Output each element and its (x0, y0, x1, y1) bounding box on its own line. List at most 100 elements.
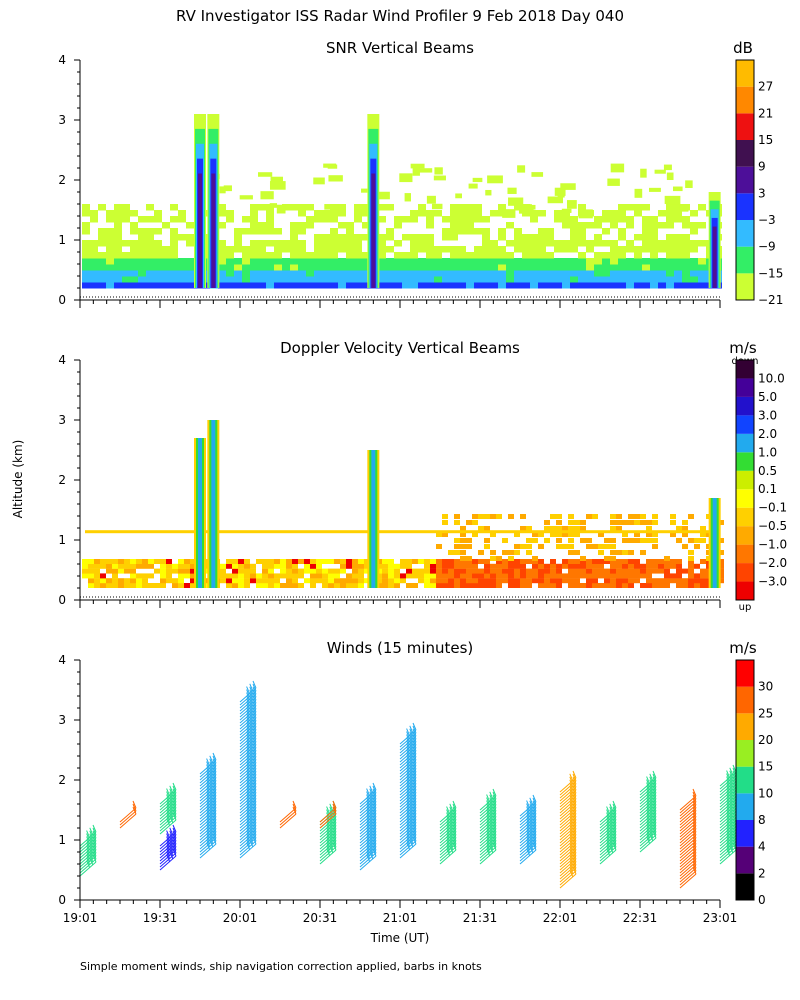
doppler-cell (460, 544, 466, 549)
wind-barb (239, 747, 257, 763)
wind-barb-feather (652, 818, 657, 827)
wind-barb (519, 813, 537, 829)
doppler-cell (88, 559, 94, 564)
doppler-cell (250, 573, 256, 579)
snr-cell (458, 264, 466, 271)
wind-barb (239, 822, 257, 838)
snr-heatmap (82, 114, 722, 289)
wind-barb-feather (449, 845, 454, 853)
snr-cell (378, 234, 386, 241)
snr-cell (362, 204, 370, 211)
doppler-cell (88, 573, 94, 579)
snr-cell (346, 258, 354, 265)
wind-barb (679, 804, 697, 820)
snr-cell (410, 276, 418, 283)
doppler-cell (418, 573, 424, 579)
y-tick-label: 4 (58, 353, 66, 367)
wind-barb-feather (569, 821, 574, 829)
wind-barb-feather (409, 779, 414, 787)
wind-barb (559, 798, 577, 814)
wind-barb (239, 801, 257, 817)
snr-cell (426, 276, 434, 283)
wind-barb-feather (169, 785, 174, 793)
wind-barb-feather (246, 782, 251, 790)
wind-barb-feather (369, 830, 374, 838)
wind-barb-feather (409, 728, 414, 736)
doppler-cell (610, 559, 616, 564)
snr-cell (242, 276, 250, 283)
doppler-cell (508, 573, 514, 579)
doppler-cell (118, 578, 124, 584)
snr-cell (338, 258, 346, 265)
doppler-cell (388, 563, 394, 569)
wind-barb-feather (209, 782, 214, 790)
snr-cell (610, 270, 618, 277)
wind-barb-feather (449, 809, 454, 817)
wind-barb-feather (486, 806, 491, 814)
wind-barb-feather (372, 803, 377, 812)
wind-barb (519, 843, 537, 859)
wind-barb-feather (409, 737, 414, 745)
snr-cell (378, 246, 386, 253)
snr-cell (162, 276, 170, 283)
wind-barb-feather (449, 815, 454, 823)
snr-cell (602, 258, 610, 265)
wind-barb-feather (326, 812, 331, 820)
doppler-cell (454, 538, 460, 543)
snr-cell (538, 228, 546, 235)
doppler-cell (274, 563, 280, 569)
wind-barb-feather (252, 791, 257, 800)
wind-barb-feather (169, 809, 174, 817)
snr-cell (322, 216, 330, 223)
snr-cell (250, 258, 258, 265)
wind-barb-feather (252, 836, 257, 845)
doppler-cell (238, 573, 244, 579)
doppler-cell (172, 578, 178, 584)
wind-barb-feather (692, 863, 697, 872)
wind-barb-feather (369, 815, 374, 823)
wind-barb-feather (526, 821, 531, 829)
snr-cell (138, 234, 146, 241)
wind-barb-feather (446, 824, 451, 832)
wind-barb-feather (652, 797, 657, 806)
snr-cell (306, 204, 314, 211)
wind-barb (719, 846, 737, 862)
doppler-cell (352, 559, 358, 564)
colorbar-label: 0 (758, 893, 766, 907)
colorbar-frame (735, 59, 755, 301)
wind-barb-feather (89, 848, 94, 856)
wind-barb-feather (692, 812, 697, 821)
wind-barb-feather (409, 836, 414, 844)
snr-cell (290, 252, 298, 259)
doppler-cell (550, 526, 556, 531)
doppler-cell (262, 563, 268, 569)
wind-barb-feather (329, 815, 334, 823)
wind-barb-feather (486, 797, 491, 805)
doppler-cell (484, 526, 490, 531)
doppler-cell (568, 559, 574, 564)
snr-cell (354, 240, 362, 247)
doppler-cell (322, 573, 328, 579)
wind-barb-feather (89, 842, 94, 850)
y-tick-label: 3 (58, 413, 66, 427)
snr-cell (290, 222, 298, 229)
wind-barb-feather (246, 689, 251, 697)
snr-cell (298, 264, 306, 271)
wind-barb-feather (249, 764, 254, 772)
wind-barb (399, 798, 417, 814)
wind-barb (359, 822, 377, 838)
doppler-cell (340, 568, 346, 574)
wind-barb-feather (569, 803, 574, 811)
snr-cell (490, 270, 498, 277)
wind-barb-feather (486, 848, 491, 856)
doppler-cell (526, 573, 532, 579)
doppler-cell (718, 578, 724, 584)
wind-barb-feather (409, 782, 414, 790)
snr-panel-title: SNR Vertical Beams (326, 39, 474, 57)
snr-cell (474, 246, 482, 253)
doppler-cell (574, 563, 580, 569)
wind-barb-feather (249, 803, 254, 811)
wind-barb-feather (249, 746, 254, 754)
snr-cell (650, 264, 658, 271)
snr-cell (266, 210, 274, 217)
